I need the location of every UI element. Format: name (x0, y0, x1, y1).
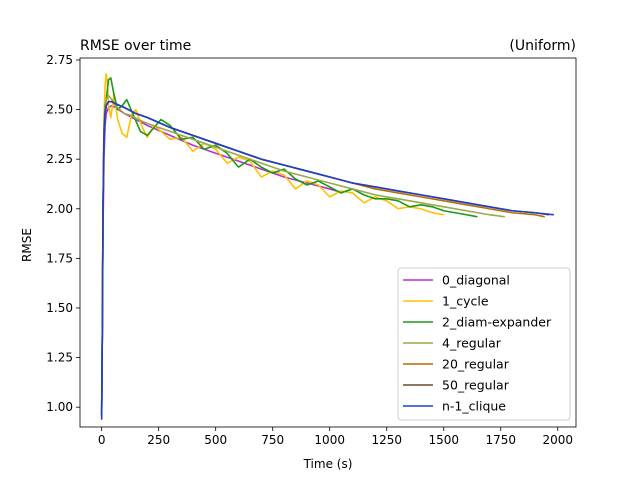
y-axis-label: RMSE (20, 228, 34, 262)
x-tick-label: 2000 (542, 433, 573, 447)
x-tick-label: 1000 (314, 433, 345, 447)
legend-label-2_diam-expander: 2_diam-expander (442, 315, 552, 330)
x-tick-label: 250 (147, 433, 170, 447)
legend-label-n-1_clique: n-1_clique (442, 399, 506, 414)
legend-label-0_diagonal: 0_diagonal (442, 273, 510, 288)
x-tick-label: 1500 (428, 433, 459, 447)
x-tick-label: 1250 (371, 433, 402, 447)
y-tick-label: 1.75 (46, 251, 73, 265)
chart-legend: 0_diagonal 1_cycle 2_diam-expander 4_regula… (397, 267, 571, 421)
series-line-n-1_clique (100, 100, 555, 420)
legend-box (397, 267, 571, 421)
y-tick-label: 2.25 (46, 152, 73, 166)
x-tick-label: 750 (261, 433, 284, 447)
x-axis-label: Time (s) (303, 457, 353, 471)
x-axis-ticks: 0 250 500 750 1000 1250 1500 1750 2000 (98, 427, 573, 447)
series-line-2_diam-expander (100, 77, 478, 416)
y-tick-label: 2.50 (46, 103, 73, 117)
legend-label-1_cycle: 1_cycle (442, 294, 489, 309)
legend-label-4_regular: 4_regular (442, 336, 502, 351)
y-tick-label: 2.00 (46, 202, 73, 216)
y-axis-ticks: 1.00 1.25 1.50 1.75 2.00 2.25 2.50 2.75 (46, 53, 80, 414)
legend-label-50_regular: 50_regular (442, 378, 510, 393)
chart-subtitle: (Uniform) (509, 38, 576, 54)
series-line-4_regular (100, 94, 505, 416)
y-tick-label: 1.00 (46, 400, 73, 414)
legend-label-20_regular: 20_regular (442, 357, 510, 372)
chart-title: RMSE over time (80, 38, 191, 54)
series-layer (100, 73, 555, 420)
y-tick-label: 1.50 (46, 301, 73, 315)
y-tick-label: 1.25 (46, 351, 73, 365)
x-tick-label: 0 (98, 433, 106, 447)
series-line-1_cycle (100, 73, 445, 416)
x-tick-label: 500 (204, 433, 227, 447)
y-tick-label: 2.75 (46, 53, 73, 67)
plot-frame (79, 57, 577, 428)
x-tick-label: 1750 (485, 433, 516, 447)
